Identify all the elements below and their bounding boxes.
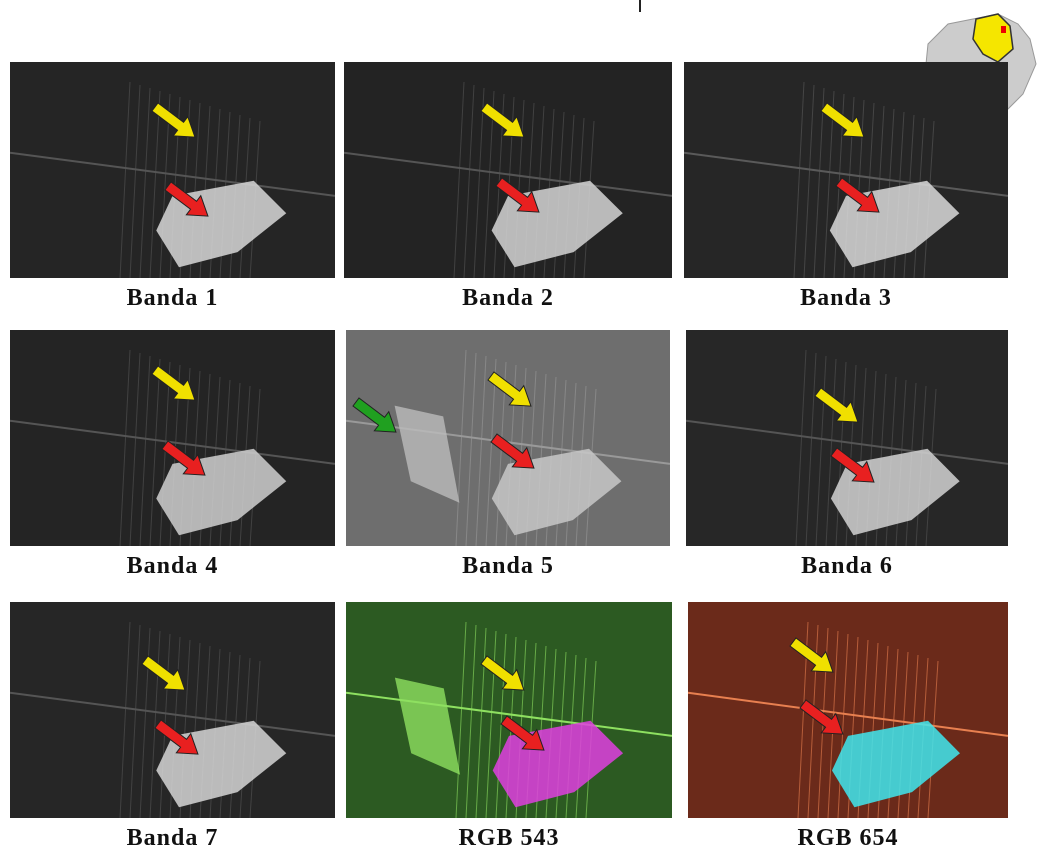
satellite-image	[10, 62, 335, 278]
panel-label: Banda 1	[8, 285, 338, 312]
panel-label: Banda 4	[8, 553, 338, 580]
satellite-image	[344, 62, 672, 278]
satellite-image	[346, 330, 670, 546]
figure: Banda 1Banda 2 Banda 3 Banda 4Banda 5 Banda…	[0, 0, 1041, 855]
marker	[636, 0, 644, 14]
satellite-image	[686, 330, 1008, 546]
satellite-image	[688, 602, 1008, 818]
panel-label: Banda 2	[343, 285, 673, 312]
panel-label: Banda 3	[681, 285, 1011, 312]
panel-label: Banda 7	[8, 825, 338, 852]
panel-label: RGB 543	[344, 825, 674, 852]
satellite-image	[10, 330, 335, 546]
panel-label: Banda 5	[343, 553, 673, 580]
satellite-image	[346, 602, 672, 818]
satellite-image	[10, 602, 335, 818]
satellite-image	[684, 62, 1008, 278]
panel-label: Banda 6	[682, 553, 1012, 580]
panel-label: RGB 654	[683, 825, 1013, 852]
